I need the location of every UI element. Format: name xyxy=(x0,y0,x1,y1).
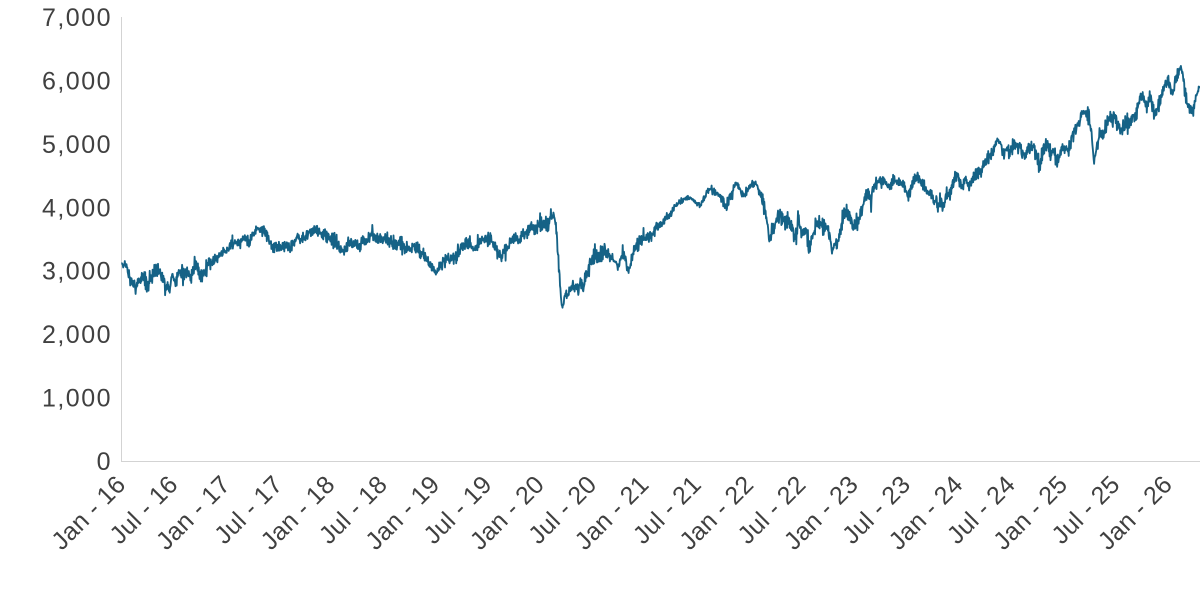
svg-text:3,000: 3,000 xyxy=(42,258,112,286)
svg-text:2,000: 2,000 xyxy=(42,321,112,349)
svg-text:5,000: 5,000 xyxy=(42,131,112,159)
svg-text:7,000: 7,000 xyxy=(42,4,112,32)
svg-text:0: 0 xyxy=(97,448,112,476)
svg-text:6,000: 6,000 xyxy=(42,67,112,95)
svg-text:1,000: 1,000 xyxy=(42,385,112,413)
svg-text:4,000: 4,000 xyxy=(42,194,112,222)
